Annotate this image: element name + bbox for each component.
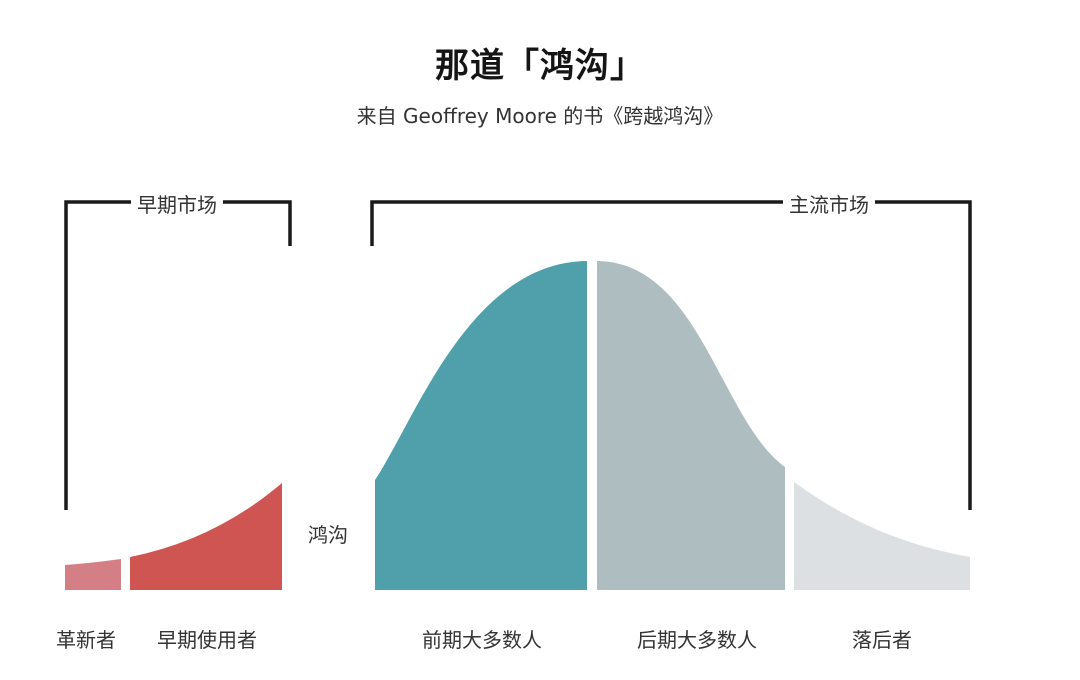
segment-label-late-majority: 后期大多数人: [637, 624, 757, 653]
mainstream-market-label: 主流市场: [783, 189, 875, 218]
chasm-label: 鸿沟: [308, 519, 348, 548]
mainstream-market-bracket: [370, 200, 972, 510]
segment-laggards: [794, 482, 970, 590]
segment-innovators: [65, 559, 121, 590]
segment-early-adopters: [130, 483, 282, 590]
segment-label-innovators: 革新者: [56, 624, 116, 653]
diagram-subtitle: 来自 Geoffrey Moore 的书《跨越鸿沟》: [356, 104, 724, 128]
segment-label-early-adopters: 早期使用者: [157, 624, 257, 653]
segment-early-majority: [375, 261, 587, 590]
early-market-bracket: [64, 200, 292, 510]
segment-label-laggards: 落后者: [852, 624, 912, 653]
early-market-label: 早期市场: [131, 189, 223, 218]
segment-label-early-majority: 前期大多数人: [422, 624, 542, 653]
segment-late-majority: [597, 261, 785, 590]
diagram-title: 那道「鸿沟」: [435, 46, 645, 86]
